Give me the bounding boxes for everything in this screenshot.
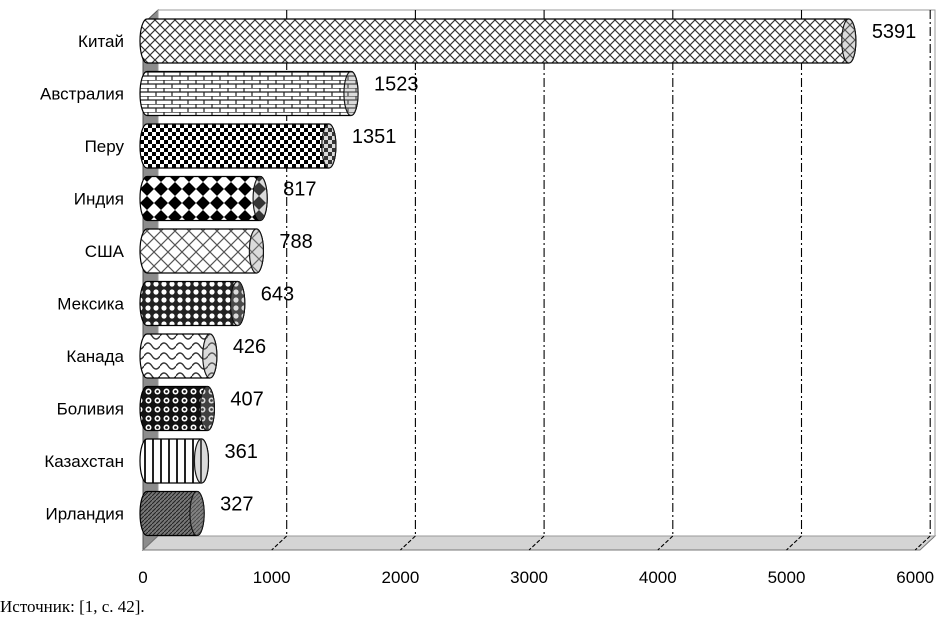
bar-cap-shade bbox=[253, 176, 268, 221]
x-axis-ticks: 0 1000 2000 3000 4000 5000 6000 bbox=[138, 568, 934, 587]
gridline-floor bbox=[657, 535, 674, 551]
value-label: 407 bbox=[230, 389, 263, 411]
bars bbox=[139, 18, 857, 537]
category-label: Индия bbox=[74, 190, 124, 209]
value-label: 1351 bbox=[352, 126, 397, 148]
category-label: США bbox=[85, 242, 125, 261]
gridline-floor bbox=[400, 535, 416, 551]
value-label: 788 bbox=[279, 231, 312, 253]
bar bbox=[139, 490, 205, 537]
category-label: Австралия bbox=[40, 85, 124, 104]
value-label: 643 bbox=[261, 284, 294, 306]
bar-body bbox=[139, 18, 857, 64]
tick-label: 0 bbox=[138, 568, 147, 587]
bar-cap-shade bbox=[321, 124, 336, 168]
bar-cap bbox=[202, 333, 218, 379]
bar-cap-shade bbox=[194, 439, 209, 483]
value-label: 361 bbox=[224, 441, 257, 463]
bar-cap-shade bbox=[841, 19, 856, 63]
bar bbox=[139, 175, 268, 222]
gridline-floor bbox=[914, 535, 931, 551]
bar bbox=[139, 385, 215, 432]
bar-cap bbox=[193, 438, 210, 484]
category-label: Перу bbox=[85, 137, 125, 156]
tick-label: 5000 bbox=[768, 568, 806, 587]
bar bbox=[139, 228, 265, 274]
source-note: Источник: [1, с. 42]. bbox=[0, 597, 145, 616]
bar-cap bbox=[189, 490, 205, 537]
bar-body bbox=[139, 175, 268, 222]
value-label: 327 bbox=[220, 494, 253, 516]
bar bbox=[139, 333, 218, 379]
chart: Китай Австралия Перу Индия США Мексика Канада Б… bbox=[40, 8, 937, 587]
bar-cap-shade bbox=[249, 229, 264, 273]
bar-body bbox=[139, 70, 359, 117]
category-labels: Китай Австралия Перу Индия США Мексика Канада Б… bbox=[40, 32, 125, 524]
tick-label: 3000 bbox=[510, 568, 548, 587]
bar bbox=[139, 438, 210, 484]
bar-body bbox=[139, 280, 246, 327]
gridline-floor bbox=[528, 535, 545, 551]
bar-cap-shade bbox=[200, 386, 215, 431]
value-label: 817 bbox=[283, 179, 316, 201]
category-label: Ирландия bbox=[46, 505, 124, 524]
tick-label: 4000 bbox=[639, 568, 677, 587]
category-label: Китай bbox=[78, 32, 124, 51]
value-label: 1523 bbox=[374, 74, 419, 96]
bar-cap bbox=[230, 280, 246, 327]
bar-cap bbox=[199, 385, 215, 432]
category-label: Мексика bbox=[57, 295, 124, 314]
bar-body bbox=[139, 123, 337, 169]
bar-cap-shade bbox=[202, 334, 217, 378]
value-labels: 5391 1523 1351 817 788 643 426 407 361 327 bbox=[220, 21, 916, 516]
bar-cap-shade bbox=[190, 491, 205, 536]
category-label: Боливия bbox=[57, 400, 124, 419]
bar-cap-shade bbox=[230, 281, 245, 326]
bar bbox=[139, 18, 857, 64]
value-label: 426 bbox=[233, 336, 266, 358]
gridlines bbox=[271, 10, 931, 551]
tick-label: 1000 bbox=[253, 568, 291, 587]
value-label: 5391 bbox=[872, 21, 917, 43]
bar-cap bbox=[343, 70, 359, 117]
bar bbox=[139, 123, 337, 169]
tick-label: 6000 bbox=[896, 568, 934, 587]
gridline-floor bbox=[271, 535, 288, 551]
bar-cap-shade bbox=[344, 71, 359, 116]
bar-cap bbox=[248, 228, 265, 274]
floor bbox=[141, 535, 937, 551]
bar-cap bbox=[321, 123, 337, 169]
category-label: Казахстан bbox=[44, 452, 124, 471]
bar-cap bbox=[252, 175, 268, 222]
category-label: Канада bbox=[66, 347, 124, 366]
bar-cap bbox=[841, 18, 857, 64]
bar bbox=[139, 280, 246, 327]
bar-body bbox=[139, 228, 265, 274]
bar bbox=[139, 70, 359, 117]
gridline-floor bbox=[786, 535, 802, 551]
tick-label: 2000 bbox=[381, 568, 419, 587]
